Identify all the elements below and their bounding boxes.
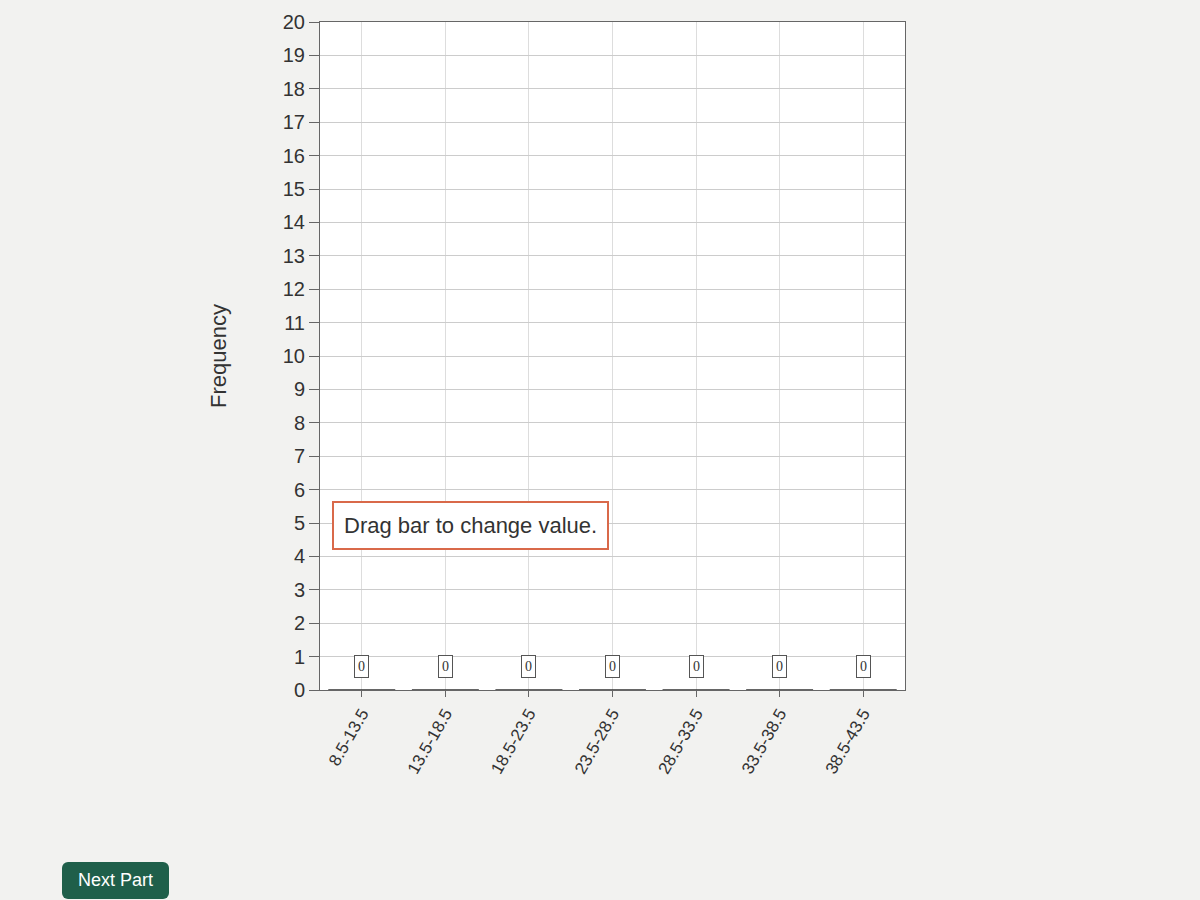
svg-text:0: 0	[693, 659, 700, 674]
svg-text:3: 3	[294, 579, 305, 601]
svg-text:8.5-13.5: 8.5-13.5	[325, 706, 373, 770]
svg-text:Drag bar to change value.: Drag bar to change value.	[344, 513, 597, 538]
svg-text:20: 20	[283, 11, 305, 33]
svg-text:12: 12	[283, 278, 305, 300]
svg-text:11: 11	[284, 312, 305, 334]
svg-text:17: 17	[283, 111, 305, 133]
svg-text:0: 0	[609, 659, 616, 674]
svg-text:6: 6	[294, 479, 305, 501]
svg-text:4: 4	[294, 545, 305, 567]
svg-text:2: 2	[294, 612, 305, 634]
svg-text:Frequency: Frequency	[206, 304, 231, 408]
svg-text:23.5-28.5: 23.5-28.5	[571, 706, 623, 778]
svg-text:18: 18	[283, 78, 305, 100]
svg-text:8: 8	[294, 412, 305, 434]
svg-text:13.5-18.5: 13.5-18.5	[404, 706, 456, 778]
svg-text:0: 0	[776, 659, 783, 674]
svg-text:9: 9	[294, 378, 305, 400]
svg-text:13: 13	[283, 245, 305, 267]
svg-text:5: 5	[294, 512, 305, 534]
svg-text:28.5-33.5: 28.5-33.5	[655, 706, 707, 778]
svg-text:0: 0	[294, 679, 305, 701]
svg-text:0: 0	[442, 659, 449, 674]
svg-text:18.5-23.5: 18.5-23.5	[487, 706, 539, 778]
svg-text:16: 16	[283, 145, 305, 167]
svg-text:1: 1	[294, 646, 305, 668]
svg-text:33.5-38.5: 33.5-38.5	[738, 706, 790, 778]
svg-text:0: 0	[860, 659, 867, 674]
svg-text:19: 19	[283, 44, 305, 66]
svg-text:14: 14	[283, 211, 305, 233]
svg-text:15: 15	[283, 178, 305, 200]
svg-text:7: 7	[294, 445, 305, 467]
svg-text:0: 0	[358, 659, 365, 674]
svg-text:0: 0	[525, 659, 532, 674]
svg-text:38.5-43.5: 38.5-43.5	[822, 706, 874, 778]
html-text:Next Part: Next Part	[78, 870, 153, 890]
svg-text:10: 10	[283, 345, 305, 367]
